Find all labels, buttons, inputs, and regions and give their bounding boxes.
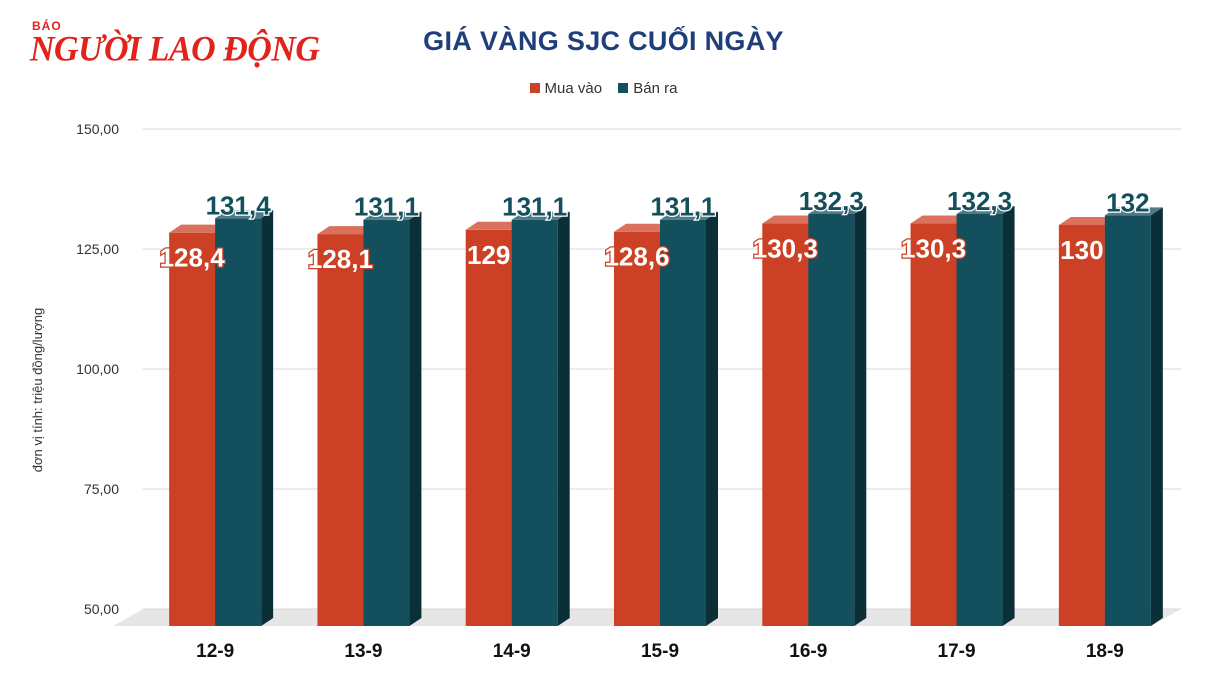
data-label: 130,3 bbox=[901, 234, 966, 264]
bar-top bbox=[808, 205, 867, 214]
bar-side bbox=[1150, 207, 1163, 626]
bar-top bbox=[511, 211, 570, 220]
bar-top bbox=[215, 210, 274, 219]
bar-top bbox=[614, 223, 672, 232]
x-tick-label: 15-9 bbox=[641, 641, 679, 662]
y-tick-label: 100,00 bbox=[76, 361, 119, 377]
y-tick-label: 125,00 bbox=[76, 241, 119, 257]
bar bbox=[215, 218, 262, 626]
x-tick-label: 16-9 bbox=[789, 641, 827, 662]
bar-top bbox=[317, 226, 376, 235]
data-label: 128,6 bbox=[604, 242, 669, 272]
legend-label-buy: Mua vào bbox=[544, 80, 603, 97]
bar-top bbox=[363, 211, 422, 220]
data-label: 131,1 bbox=[354, 192, 419, 222]
x-tick-label: 13-9 bbox=[344, 641, 382, 662]
bar-top bbox=[660, 211, 718, 220]
bar bbox=[808, 213, 855, 626]
data-label: 131,4 bbox=[206, 190, 272, 220]
bar bbox=[660, 219, 706, 626]
data-label: 131,1 bbox=[502, 192, 567, 222]
newspaper-logo: BÁO NGƯỜI LAO ĐỘNG bbox=[30, 19, 320, 69]
bar bbox=[363, 219, 410, 626]
x-tick-label: 14-9 bbox=[493, 641, 531, 662]
bar-side bbox=[1002, 205, 1015, 626]
data-label: 130 bbox=[1060, 235, 1103, 265]
bar bbox=[762, 223, 809, 626]
legend-item-buy: Mua vào bbox=[529, 80, 603, 97]
bar bbox=[465, 229, 512, 627]
legend-swatch-sell bbox=[618, 83, 629, 93]
bar-side bbox=[706, 211, 718, 626]
y-axis-title: đơn vị tính: triệu đồng/lượng bbox=[30, 308, 45, 473]
logo-prefix: BÁO bbox=[32, 19, 62, 33]
data-label: 129 bbox=[467, 240, 510, 270]
y-tick-label: 150,00 bbox=[76, 121, 119, 137]
bar bbox=[169, 232, 216, 626]
data-label: 128,4 bbox=[160, 243, 226, 273]
chart-legend: Mua vào Bán ra bbox=[0, 80, 1207, 97]
bar bbox=[317, 234, 364, 626]
bar bbox=[1104, 215, 1151, 626]
bar-side bbox=[261, 210, 274, 626]
data-label: 131,1 bbox=[650, 192, 715, 222]
bar-top bbox=[762, 215, 821, 224]
bar-top bbox=[1104, 207, 1163, 216]
x-tick-label: 18-9 bbox=[1086, 641, 1124, 662]
data-label: 130,3 bbox=[753, 234, 818, 264]
bar-top bbox=[1058, 217, 1117, 225]
y-tick-label: 75,00 bbox=[84, 481, 119, 497]
legend-swatch-buy bbox=[529, 83, 540, 93]
x-tick-label: 17-9 bbox=[938, 641, 976, 662]
bar-top bbox=[910, 215, 969, 224]
bar bbox=[910, 223, 957, 626]
data-label: 132,3 bbox=[947, 186, 1012, 216]
y-tick-label: 50,00 bbox=[84, 601, 119, 617]
legend-item-sell: Bán ra bbox=[618, 80, 677, 97]
bar-top bbox=[956, 205, 1015, 214]
chart-title: GIÁ VÀNG SJC CUỐI NGÀY bbox=[423, 26, 784, 56]
data-label: 128,1 bbox=[308, 244, 373, 274]
bar bbox=[511, 219, 558, 626]
legend-label-sell: Bán ra bbox=[633, 80, 678, 97]
data-label: 132,3 bbox=[799, 186, 864, 216]
bar-top bbox=[465, 221, 524, 230]
bar bbox=[1058, 225, 1105, 626]
bar bbox=[956, 213, 1003, 626]
bar-side bbox=[409, 211, 422, 626]
bar bbox=[614, 231, 660, 626]
logo-name: NGƯỜI LAO ĐỘNG bbox=[30, 29, 320, 69]
bar-side bbox=[854, 205, 867, 626]
bar-side bbox=[557, 211, 570, 626]
x-tick-label: 12-9 bbox=[196, 641, 234, 662]
bar-top bbox=[169, 224, 228, 233]
data-label: 132 bbox=[1106, 187, 1149, 217]
